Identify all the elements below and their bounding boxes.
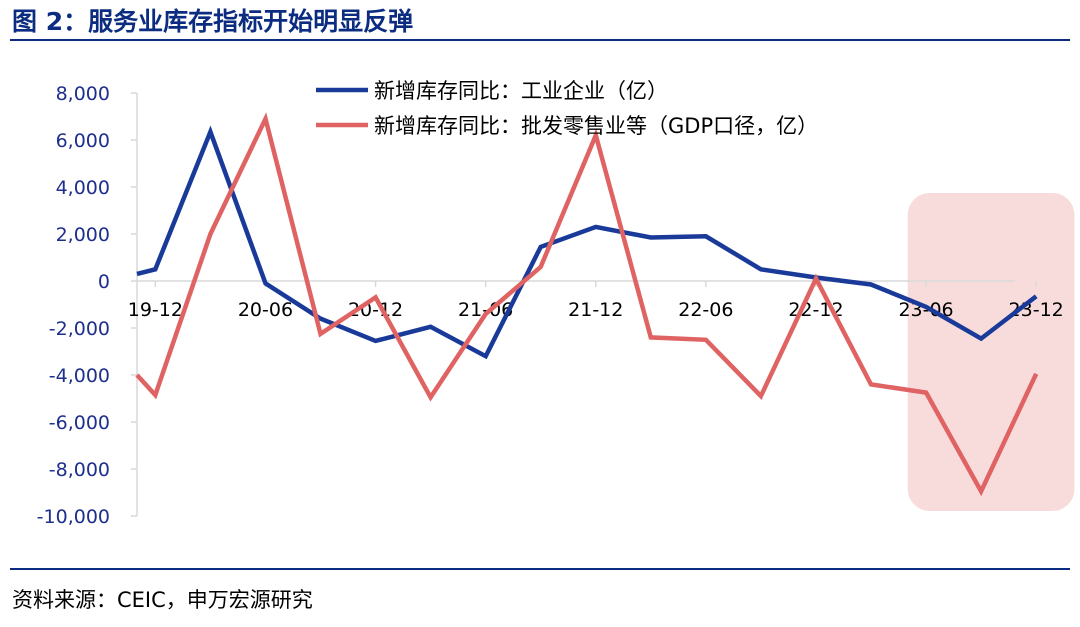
y-tick-label: 6,000 xyxy=(56,130,110,152)
x-tick-label: 19-12 xyxy=(128,299,183,321)
y-tick-label: 8,000 xyxy=(56,83,110,105)
series-line-industrial xyxy=(136,125,1038,360)
y-tick-label: -2,000 xyxy=(49,318,110,340)
y-tick-label: 2,000 xyxy=(56,224,110,246)
source-divider xyxy=(10,568,1070,570)
x-tick-label: 22-06 xyxy=(678,299,733,321)
source-note: 资料来源：CEIC，申万宏源研究 xyxy=(12,588,313,612)
legend-label: 新增库存同比：批发零售业等（GDP口径，亿） xyxy=(374,114,818,138)
legend-label: 新增库存同比：工业企业（亿） xyxy=(374,79,668,103)
x-tick-label: 20-06 xyxy=(238,299,293,321)
y-tick-label: 4,000 xyxy=(56,177,110,199)
y-tick-label: -4,000 xyxy=(49,365,110,387)
series-line-wholesale-retail xyxy=(135,112,1039,497)
x-tick-label: 21-12 xyxy=(568,299,623,321)
y-tick-label: -10,000 xyxy=(37,506,110,528)
y-tick-label: 0 xyxy=(98,271,110,293)
y-tick-label: -6,000 xyxy=(49,412,110,434)
plot-area: 8,000 6,000 4,000 2,000 0 -2,000 -4,000 -6,000 -… xyxy=(37,79,1075,528)
figure-title: 图 2：服务业库存指标开始明显反弹 xyxy=(12,7,414,36)
highlight-band xyxy=(907,193,1075,511)
title-divider xyxy=(10,39,1070,41)
y-tick-label: -8,000 xyxy=(49,459,110,481)
